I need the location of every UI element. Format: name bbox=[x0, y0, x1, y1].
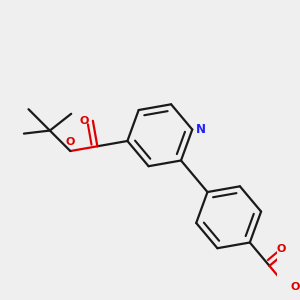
Text: O: O bbox=[66, 137, 75, 147]
Text: O: O bbox=[291, 282, 300, 292]
Text: O: O bbox=[276, 244, 286, 254]
Text: N: N bbox=[196, 123, 206, 136]
Text: O: O bbox=[80, 116, 89, 126]
